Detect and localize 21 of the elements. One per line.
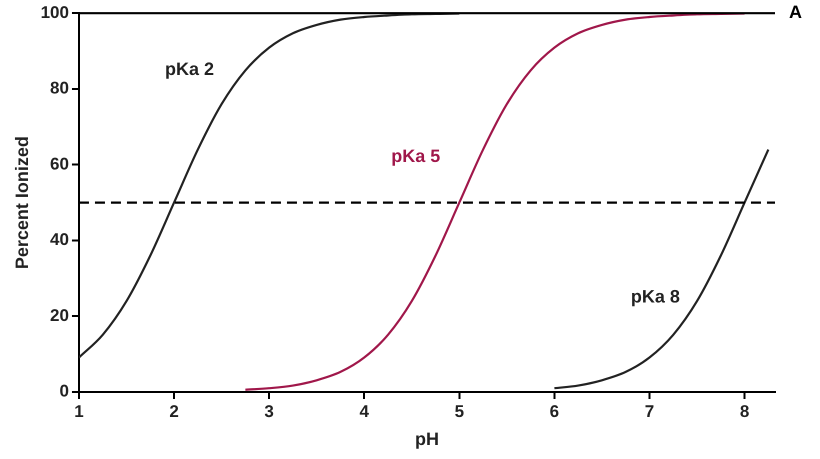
y-tick-label: 80: [50, 78, 69, 98]
x-tick-label: 6: [550, 402, 560, 421]
series-label: pKa 2: [164, 58, 214, 79]
x-tick-label: 2: [169, 402, 179, 421]
y-tick-label: 20: [50, 306, 69, 325]
y-tick-label: 0: [59, 382, 69, 401]
line-series: [553, 148, 770, 390]
y-tick-label: 40: [50, 230, 69, 250]
x-axis-title: pH: [414, 429, 439, 450]
series-label: pKa 5: [391, 146, 440, 166]
series-label: pKa 8: [630, 286, 680, 306]
x-tick-label: 7: [644, 402, 654, 421]
x-tick-label: 5: [454, 402, 464, 421]
x-tick-label: 8: [740, 402, 750, 421]
x-tick-label: 4: [359, 402, 370, 421]
y-tick-label: 60: [50, 154, 69, 174]
x-tick-label: 1: [74, 402, 84, 421]
text: A: [789, 2, 802, 22]
y-axis-title: Percent Ionized: [12, 136, 32, 270]
y-tick-label: 100: [40, 2, 69, 22]
x-tick-label: 3: [264, 402, 274, 421]
